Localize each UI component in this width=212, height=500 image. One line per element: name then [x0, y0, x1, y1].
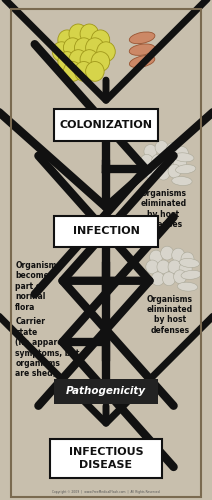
Circle shape — [174, 156, 187, 170]
Circle shape — [63, 62, 82, 82]
Circle shape — [91, 52, 110, 72]
Circle shape — [151, 154, 164, 168]
Circle shape — [179, 262, 192, 276]
Circle shape — [144, 144, 157, 158]
FancyBboxPatch shape — [50, 439, 162, 478]
Circle shape — [86, 62, 104, 82]
FancyBboxPatch shape — [54, 216, 158, 247]
Circle shape — [52, 42, 71, 62]
Circle shape — [168, 164, 181, 178]
Circle shape — [69, 50, 88, 70]
Circle shape — [58, 30, 76, 50]
Circle shape — [181, 252, 194, 266]
Text: Carrier
state
(no apparent
symptoms, but
organisms
are shed): Carrier state (no apparent symptoms, but… — [15, 318, 80, 378]
Circle shape — [151, 272, 164, 285]
Circle shape — [149, 250, 162, 264]
Circle shape — [74, 38, 93, 58]
FancyBboxPatch shape — [54, 378, 158, 404]
Circle shape — [157, 260, 170, 274]
Text: Organisms
eliminated
by host
defenses: Organisms eliminated by host defenses — [140, 189, 187, 229]
Circle shape — [74, 62, 93, 82]
Circle shape — [80, 24, 99, 44]
Text: Pathogenicity: Pathogenicity — [66, 386, 146, 396]
Circle shape — [80, 50, 99, 70]
Ellipse shape — [174, 153, 194, 162]
Circle shape — [146, 260, 159, 274]
Text: Copyright © 2009  |  www.FreeMedicalFlash.com  |  All Rights Reserved: Copyright © 2009 | www.FreeMedicalFlash.… — [52, 490, 160, 494]
Circle shape — [168, 260, 181, 274]
Circle shape — [161, 246, 174, 260]
FancyBboxPatch shape — [54, 109, 158, 140]
Text: INFECTION: INFECTION — [73, 226, 139, 236]
Circle shape — [176, 146, 188, 160]
Ellipse shape — [179, 258, 199, 268]
Ellipse shape — [176, 164, 196, 173]
Circle shape — [146, 166, 159, 180]
Ellipse shape — [129, 56, 155, 68]
Ellipse shape — [129, 44, 155, 56]
Circle shape — [174, 270, 187, 283]
Circle shape — [172, 248, 185, 262]
Circle shape — [162, 272, 176, 285]
Ellipse shape — [181, 270, 201, 280]
Ellipse shape — [177, 282, 198, 291]
Circle shape — [155, 140, 168, 154]
Text: COLONIZATION: COLONIZATION — [60, 120, 152, 130]
Circle shape — [91, 30, 110, 50]
Text: Organisms
become
part of
normal
flora: Organisms become part of normal flora — [15, 261, 61, 312]
Text: INFECTIOUS
DISEASE: INFECTIOUS DISEASE — [69, 448, 143, 469]
Circle shape — [86, 38, 104, 58]
Circle shape — [166, 142, 179, 156]
Circle shape — [97, 42, 115, 62]
Text: Organisms
eliminated
by host
defenses: Organisms eliminated by host defenses — [147, 294, 193, 335]
Circle shape — [157, 166, 170, 180]
Circle shape — [69, 24, 88, 44]
Circle shape — [58, 52, 76, 72]
Circle shape — [63, 38, 82, 58]
Circle shape — [140, 154, 153, 168]
Ellipse shape — [129, 32, 155, 44]
Circle shape — [162, 154, 176, 168]
Ellipse shape — [172, 176, 192, 186]
